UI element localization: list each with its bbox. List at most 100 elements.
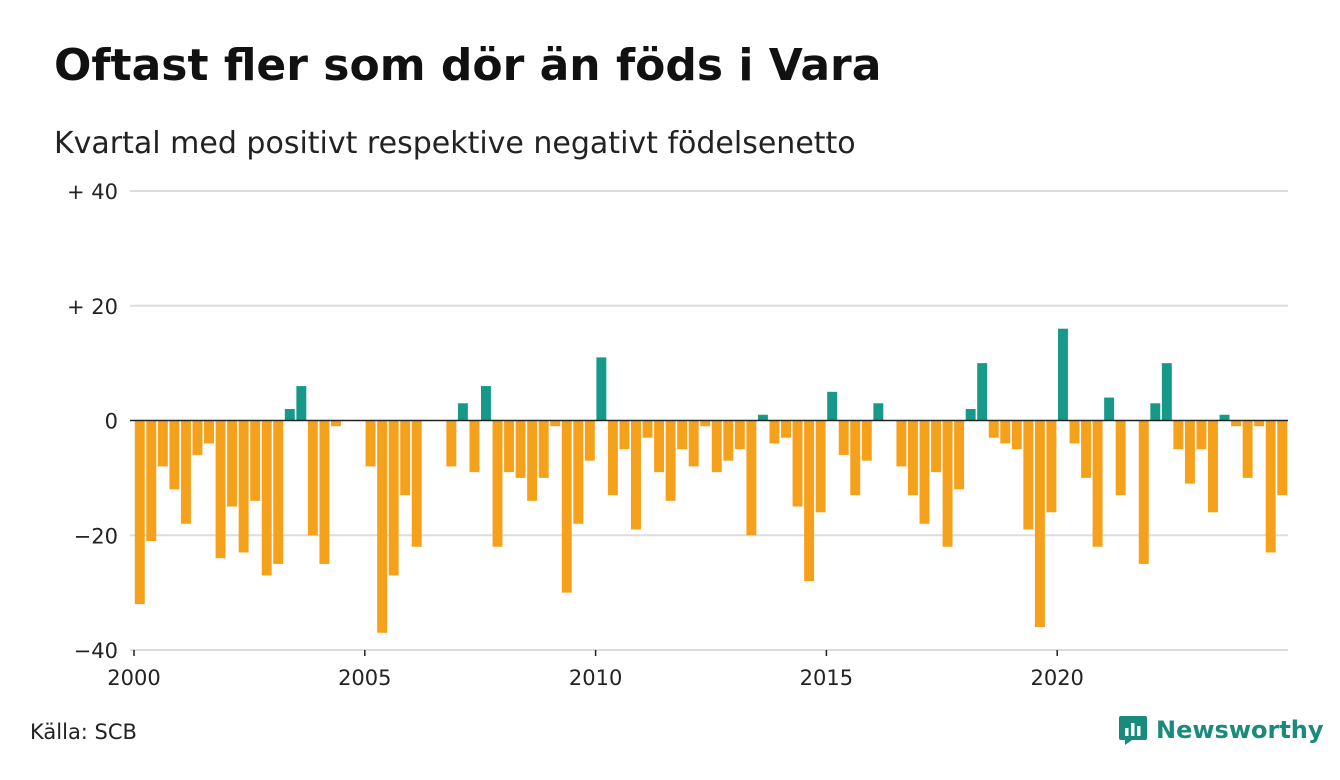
bar xyxy=(169,420,180,490)
bar xyxy=(561,420,572,593)
y-tick-label: + 20 xyxy=(67,295,118,319)
bar xyxy=(481,386,491,421)
chart-subtitle: Kvartal med positivt respektive negativt… xyxy=(54,126,856,161)
bar xyxy=(1219,414,1230,421)
bar xyxy=(677,420,688,450)
bar xyxy=(827,391,838,421)
bar xyxy=(1000,420,1011,444)
bar xyxy=(861,420,872,461)
bar xyxy=(469,420,480,473)
bar xyxy=(192,420,203,455)
bar xyxy=(492,420,503,547)
bar xyxy=(284,409,295,421)
bar xyxy=(1069,420,1080,444)
bar xyxy=(527,420,538,501)
bar xyxy=(238,420,249,553)
bar xyxy=(388,420,399,576)
bar xyxy=(1173,420,1184,450)
bar xyxy=(850,420,861,496)
bar xyxy=(550,420,561,427)
bar xyxy=(757,414,768,421)
bar xyxy=(1058,328,1068,421)
bar xyxy=(215,420,226,559)
bar xyxy=(261,420,272,576)
bar xyxy=(734,420,745,450)
bar xyxy=(307,420,318,536)
bar xyxy=(1277,420,1288,496)
bar xyxy=(965,409,976,421)
bar xyxy=(227,420,238,507)
bar xyxy=(1150,403,1161,421)
x-tick-label: 2000 xyxy=(107,666,160,690)
bar xyxy=(942,420,953,547)
bar xyxy=(1184,420,1195,484)
bar xyxy=(631,420,641,530)
bar xyxy=(538,420,549,478)
bar xyxy=(1208,420,1218,513)
y-tick-label: −40 xyxy=(74,639,118,663)
x-tick-label: 2015 xyxy=(800,666,853,690)
bar xyxy=(1023,420,1034,530)
y-tick-label: + 40 xyxy=(67,180,118,204)
bar xyxy=(907,420,918,496)
bar xyxy=(1081,420,1092,478)
bar xyxy=(1115,420,1126,496)
bar xyxy=(446,420,457,467)
x-tick-label: 2010 xyxy=(569,666,622,690)
bar xyxy=(330,420,341,427)
bar xyxy=(1196,420,1207,450)
bar xyxy=(769,420,780,444)
y-tick-label: −20 xyxy=(74,524,118,548)
bar xyxy=(838,420,849,455)
bar xyxy=(146,420,157,541)
bars xyxy=(134,328,1288,633)
bar xyxy=(723,420,734,461)
bar xyxy=(815,420,826,513)
bar xyxy=(180,420,191,524)
axes: + 40 + 20 0 −20 −40 2000 2005 2010 2015 2020 xyxy=(67,180,1288,690)
bar xyxy=(1265,420,1276,553)
bar xyxy=(584,420,595,461)
bar-chart: + 40 + 20 0 −20 −40 2000 2005 2010 2015 2020 xyxy=(67,180,1288,690)
bar xyxy=(1104,397,1115,421)
bar xyxy=(377,420,388,633)
bar xyxy=(792,420,803,507)
bar xyxy=(319,420,330,564)
bar xyxy=(919,420,930,524)
bar xyxy=(931,420,941,473)
bar xyxy=(781,420,791,438)
bar xyxy=(1161,363,1172,421)
bar xyxy=(642,420,653,438)
newsworthy-logo-icon xyxy=(1119,716,1147,745)
bar xyxy=(954,420,965,490)
bar xyxy=(1254,420,1265,427)
bar xyxy=(1138,420,1149,564)
bar xyxy=(204,420,214,444)
bar xyxy=(607,420,618,496)
bar xyxy=(711,420,722,473)
bar xyxy=(157,420,168,467)
bar xyxy=(273,420,284,564)
y-tick-label: 0 xyxy=(105,410,118,434)
bar xyxy=(746,420,757,536)
x-tick-label: 2020 xyxy=(1030,666,1083,690)
bar xyxy=(1046,420,1057,513)
bar xyxy=(365,420,376,467)
bar xyxy=(700,420,711,427)
bar xyxy=(1242,420,1253,478)
bar xyxy=(619,420,630,450)
bar xyxy=(873,403,884,421)
bar xyxy=(665,420,676,501)
bar xyxy=(573,420,584,524)
brand-logo: Newsworthy xyxy=(1118,714,1324,746)
bar xyxy=(296,386,307,421)
bar xyxy=(988,420,999,438)
bar xyxy=(250,420,261,501)
bar xyxy=(1092,420,1103,547)
chart-title: Oftast fler som dör än föds i Vara xyxy=(54,40,882,91)
bar xyxy=(457,403,468,421)
bar xyxy=(1034,420,1045,628)
bar xyxy=(1231,420,1242,427)
bar xyxy=(654,420,665,473)
bar xyxy=(804,420,815,582)
